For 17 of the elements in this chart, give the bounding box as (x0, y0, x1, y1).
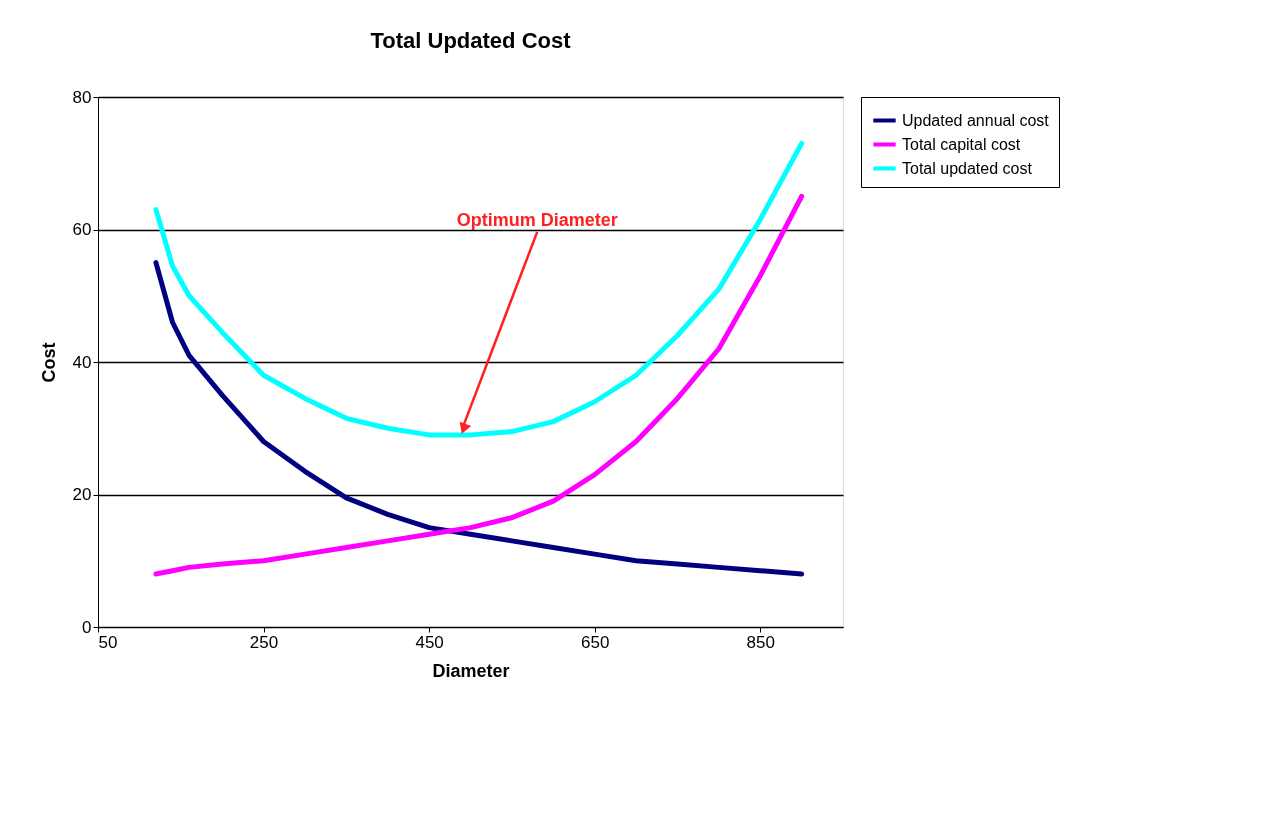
x-axis-title: Diameter (432, 660, 510, 681)
legend-label: Total updated cost (902, 159, 1033, 177)
x-tick-label: 50 (98, 632, 118, 652)
y-axis-title: Cost (38, 342, 59, 383)
chart-title: Total Updated Cost (370, 28, 572, 53)
legend-label: Total capital cost (902, 135, 1021, 153)
y-tick-label: 60 (72, 220, 92, 239)
x-tick-label: 250 (249, 632, 279, 652)
annotation: Optimum Diameter (456, 209, 618, 230)
y-tick-label: 0 (82, 617, 92, 637)
x-tick-label: 450 (415, 632, 444, 652)
y-tick-label: 20 (72, 485, 92, 504)
y-tick-label: 40 (72, 352, 92, 372)
y-tick-label: 80 (72, 87, 92, 107)
x-tick-label: 650 (580, 632, 610, 652)
legend-label: Updated annual cost (902, 111, 1050, 129)
x-tick-label: 850 (746, 632, 775, 652)
